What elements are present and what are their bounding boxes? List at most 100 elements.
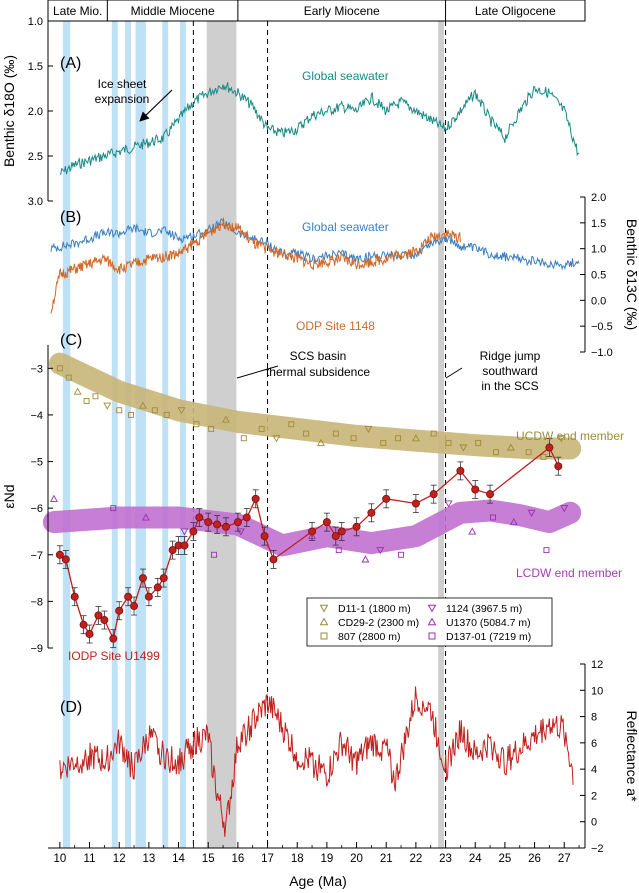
legend-label-u1370: U1370 (5084.7 m) [446,617,531,629]
light-blue-band-2 [125,21,132,848]
epoch-label-2: Early Miocene [304,4,380,18]
khaki-marker-30 [475,439,482,446]
khaki-marker-25 [395,435,402,442]
khaki-marker-12 [193,421,200,428]
u1499-point-39 [486,490,495,499]
purple-marker-2 [141,513,150,521]
u1499-point-29 [322,518,331,527]
y-tick-label-c-0: −3 [30,363,43,375]
khaki-marker-27 [430,430,437,437]
x-tick-label-9: 19 [320,853,333,865]
light-blue-band-3 [135,21,146,848]
y-axis-label-a: Benthic δ18O (‰) [1,55,17,167]
y-tick-label-c-5: −8 [30,596,43,608]
y-axis-label-d: Reflectance a* [624,710,639,802]
khaki-marker-18 [288,421,295,428]
purple-marker-7 [335,547,342,554]
u1499-point-36 [429,490,438,499]
axes-layer [47,0,586,849]
x-tick-label-2: 12 [113,853,126,865]
y-tick-label-d-7: 12 [591,659,603,671]
legend-markers [319,604,437,640]
u1499-point-31 [337,527,346,536]
x-tick-label-15: 25 [498,853,511,865]
gray-band-0 [206,21,237,848]
legend-label-d11-1: D11-1 (1800 m) [338,603,411,615]
purple-marker-9 [376,547,385,555]
khaki-marker-31 [493,449,499,456]
u1499-point-22 [222,522,231,531]
y-tick-label-b-3: 0.5 [591,270,606,282]
u1499-point-15 [168,546,177,555]
u1499-label: IODP Site U1499 [68,649,160,663]
u1499-point-41 [554,462,563,471]
y-tick-label-c-3: −6 [30,503,43,515]
ridge-jump-pointer [445,367,463,379]
khaki-marker-14 [222,415,230,423]
u1499-point-34 [382,494,391,503]
series-label-global-seawater-a: Global seawater [302,69,389,83]
y-tick-label-d-2: 2 [591,790,597,802]
series-line-d-0 [59,686,574,837]
series-layer [49,82,580,837]
y-tick-label-a-1: 1.5 [28,61,43,73]
khaki-marker-1 [65,374,72,381]
purple-marker-14 [509,518,518,526]
khaki-marker-21 [332,430,339,437]
legend-label-d137-01: D137-01 (7219 m) [446,631,531,643]
u1499-point-10 [130,602,139,611]
x-tick-label-17: 27 [558,853,571,865]
purple-marker-3 [180,528,189,536]
u1499-point-13 [153,583,162,592]
legend-label-1124: 1124 (3967.5 m) [446,603,522,615]
u1499-point-6 [100,616,109,625]
u1499-point-17 [180,541,189,550]
u1499-point-3 [79,620,88,629]
khaki-marker-19 [303,430,310,437]
legend-marker-4 [427,617,437,626]
purple-marker-12 [468,527,477,535]
u1499-point-21 [213,520,222,529]
scs-basin-label: SCS basin [290,349,347,363]
khaki-marker-5 [103,402,112,410]
purple-marker-17 [560,505,569,513]
series-line-b-0 [50,218,580,271]
u1499-point-40 [545,443,554,452]
ice-sheet-label-2: expansion [95,92,150,106]
y-axis-label-b: Benthic δ13C (‰) [624,219,639,330]
u1499-point-2 [70,592,79,601]
y-tick-label-d-1: 0 [591,817,597,829]
legend-label-cd29-2: CD29-2 (2300 m) [338,617,419,629]
khaki-marker-23 [364,425,373,434]
y-tick-label-b-4: 1.0 [591,244,606,256]
u1499-point-0 [55,550,64,559]
u1499-point-9 [124,592,133,601]
u1499-point-11 [138,574,147,583]
light-blue-band-4 [162,21,169,848]
khaki-marker-26 [411,434,420,442]
y-tick-label-b-6: 2.0 [591,192,606,204]
u1499-point-19 [195,513,204,522]
y-tick-label-c-1: −4 [30,410,43,422]
purple-marker-5 [236,528,245,536]
x-tick-label-14: 24 [469,853,482,865]
khaki-marker-11 [177,407,186,415]
x-tick-label-11: 21 [380,853,393,865]
u1499-point-1 [61,555,70,564]
legend-marker-3 [427,604,437,613]
khaki-marker-15 [240,435,247,442]
x-axis-label: Age (Ma) [289,873,347,889]
purple-marker-8 [361,555,370,563]
epoch-bar [47,0,586,22]
khaki-marker-8 [138,401,147,409]
purple-marker-13 [490,514,496,521]
scs-basin-pointer [236,365,279,379]
khaki-marker-6 [116,407,123,414]
khaki-marker-32 [506,443,515,451]
series-line-a-0 [59,82,580,175]
x-tick-label-3: 13 [142,853,155,865]
u1499-point-28 [308,527,317,536]
khaki-marker-34 [540,453,547,460]
u1499-point-30 [331,532,340,541]
khaki-marker-16 [258,425,265,432]
